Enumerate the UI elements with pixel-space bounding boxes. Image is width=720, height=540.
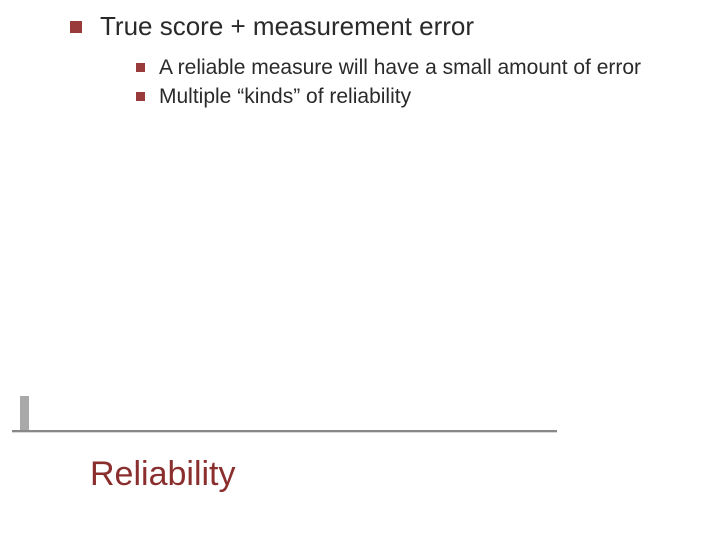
bullet-level2-text: Multiple “kinds” of reliability xyxy=(159,83,411,110)
bullet-level2-item: A reliable measure will have a small amo… xyxy=(136,54,676,81)
bullet-level2-text: A reliable measure will have a small amo… xyxy=(159,54,641,81)
bullet-level2-item: Multiple “kinds” of reliability xyxy=(136,83,676,110)
bullet-level2-list: A reliable measure will have a small amo… xyxy=(136,54,676,113)
bullet-level1: True score + measurement error xyxy=(70,10,670,43)
square-bullet-icon xyxy=(136,63,145,72)
slide-title: Reliability xyxy=(90,455,236,494)
square-bullet-icon xyxy=(70,21,82,33)
square-bullet-icon xyxy=(136,92,145,101)
slide: True score + measurement error A reliabl… xyxy=(0,0,720,540)
horizontal-divider xyxy=(12,430,557,433)
accent-notch xyxy=(20,396,29,430)
bullet-level1-text: True score + measurement error xyxy=(100,10,474,43)
